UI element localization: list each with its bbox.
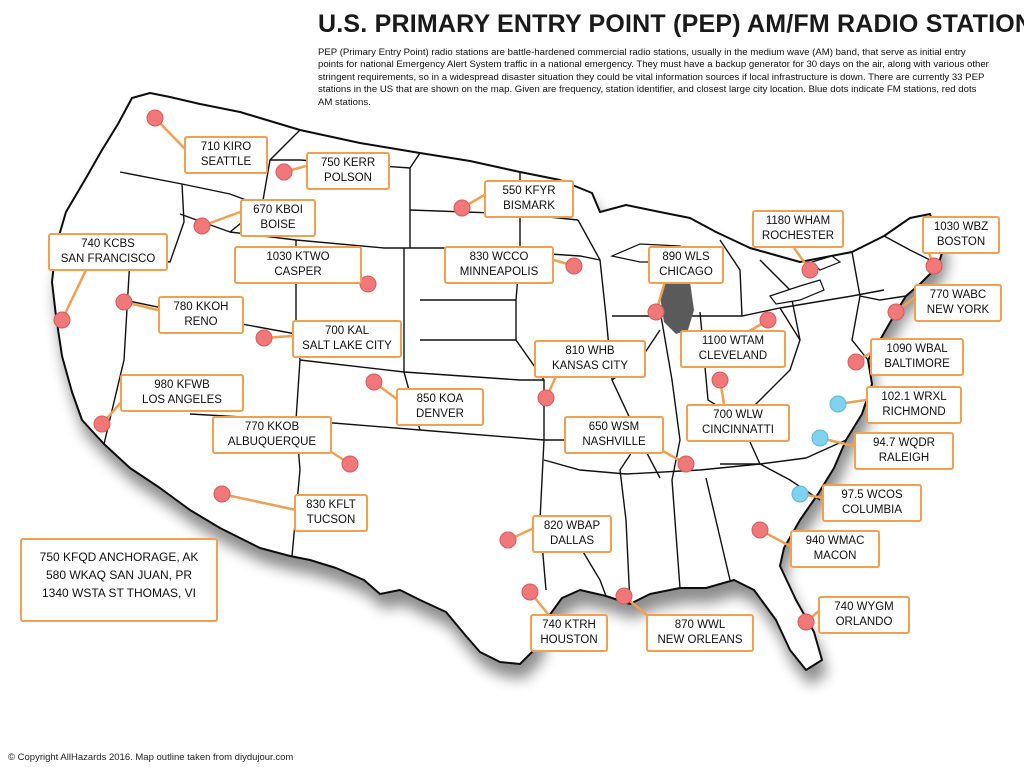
station-dot-wwl	[615, 587, 633, 605]
station-dot-kiro	[146, 109, 164, 127]
station-label-kkoh: 780 KKOH RENO	[158, 296, 244, 334]
station-dot-wbap	[499, 531, 517, 549]
station-dot-wtam	[759, 311, 777, 329]
station-label-wbal: 1090 WBAL BALTIMORE	[870, 338, 964, 376]
station-label-wcco: 830 WCCO MINNEAPOLIS	[444, 246, 554, 284]
territory-line: 580 WKAQ SAN JUAN, PR	[45, 568, 193, 582]
station-label-wham: 1180 WHAM ROCHESTER	[752, 210, 844, 248]
station-label-kal: 700 KAL SALT LAKE CITY	[292, 320, 402, 358]
station-dots	[53, 109, 943, 631]
station-label-wsm: 650 WSM NASHVILLE	[564, 416, 664, 454]
station-label-kerr: 750 KERR POLSON	[306, 152, 390, 190]
description: PEP (Primary Entry Point) radio stations…	[318, 47, 989, 108]
page-title: U.S. PRIMARY ENTRY POINT (PEP) AM/FM RAD…	[318, 10, 1024, 38]
station-dot-koa	[365, 373, 383, 391]
leader-line-kcbs	[60, 269, 88, 321]
station-dot-kkob	[341, 455, 359, 473]
leader-line-kflt	[221, 492, 297, 512]
territory-line: 1340 WSTA ST THOMAS, VI	[41, 586, 197, 600]
station-label-wlw: 700 WLW CINCINNATTI	[686, 404, 790, 442]
station-label-wcos: 97.5 WCOS COLUMBIA	[822, 484, 922, 522]
station-dot-kfwb	[93, 415, 111, 433]
station-dot-ktwo	[359, 275, 377, 293]
station-dot-wbal	[847, 353, 865, 371]
station-dot-wls	[647, 303, 665, 321]
station-dot-wygm	[797, 613, 815, 631]
station-dot-wabc	[887, 303, 905, 321]
station-label-wabc: 770 WABC NEW YORK	[914, 284, 1002, 322]
copyright-note: © Copyright AllHazards 2016. Map outline…	[8, 752, 294, 763]
station-label-whb: 810 WHB KANSAS CITY	[534, 340, 646, 378]
station-dot-wham	[801, 261, 819, 279]
station-dot-kkoh	[115, 293, 133, 311]
territory-stations-box: 750 KFQD ANCHORAGE, AK 580 WKAQ SAN JUAN…	[20, 538, 218, 622]
station-dot-wrxl	[829, 395, 847, 413]
station-dot-kflt	[213, 485, 231, 503]
station-label-wygm: 740 WYGM ORLANDO	[818, 596, 910, 634]
station-label-kcbs: 740 KCBS SAN FRANCISCO	[48, 233, 168, 271]
station-label-wqdr: 94.7 WQDR RALEIGH	[854, 432, 954, 470]
station-dot-kerr	[275, 163, 293, 181]
station-label-kfyr: 550 KFYR BISMARK	[484, 180, 574, 218]
station-dot-kal	[255, 329, 273, 347]
station-label-kkob: 770 KKOB ALBUQUERQUE	[212, 416, 332, 454]
station-dot-wqdr	[811, 429, 829, 447]
territory-line: 750 KFQD ANCHORAGE, AK	[39, 550, 199, 564]
station-label-wmac: 940 WMAC MACON	[790, 530, 880, 568]
station-label-wls: 890 WLS CHICAGO	[648, 246, 724, 284]
station-label-kiro: 710 KIRO SEATTLE	[184, 136, 268, 174]
station-label-kboi: 670 KBOI BOISE	[240, 199, 316, 237]
station-dot-whb	[537, 389, 555, 407]
station-dot-kcbs	[53, 311, 71, 329]
station-dot-wlw	[711, 371, 729, 389]
station-dot-wcco	[565, 257, 583, 275]
station-dot-wcos	[791, 485, 809, 503]
station-dot-wmac	[751, 521, 769, 539]
station-dot-wbz	[925, 257, 943, 275]
station-label-wwl: 870 WWL NEW ORLEANS	[646, 614, 754, 652]
station-label-koa: 850 KOA DENVER	[396, 388, 484, 426]
station-label-wbz: 1030 WBZ BOSTON	[922, 216, 1000, 254]
station-dot-wsm	[677, 455, 695, 473]
station-label-wbap: 820 WBAP DALLAS	[532, 515, 612, 553]
station-label-kflt: 830 KFLT TUCSON	[294, 494, 368, 532]
station-dot-ktrh	[521, 583, 539, 601]
station-label-wtam: 1100 WTAM CLEVELAND	[680, 330, 786, 368]
station-dot-kfyr	[453, 199, 471, 217]
station-label-wrxl: 102.1 WRXL RICHMOND	[866, 386, 962, 424]
station-label-ktrh: 740 KTRH HOUSTON	[530, 614, 608, 652]
station-label-ktwo: 1030 KTWO CASPER	[234, 246, 362, 284]
station-dot-kboi	[193, 217, 211, 235]
station-label-kfwb: 980 KFWB LOS ANGELES	[120, 374, 244, 412]
